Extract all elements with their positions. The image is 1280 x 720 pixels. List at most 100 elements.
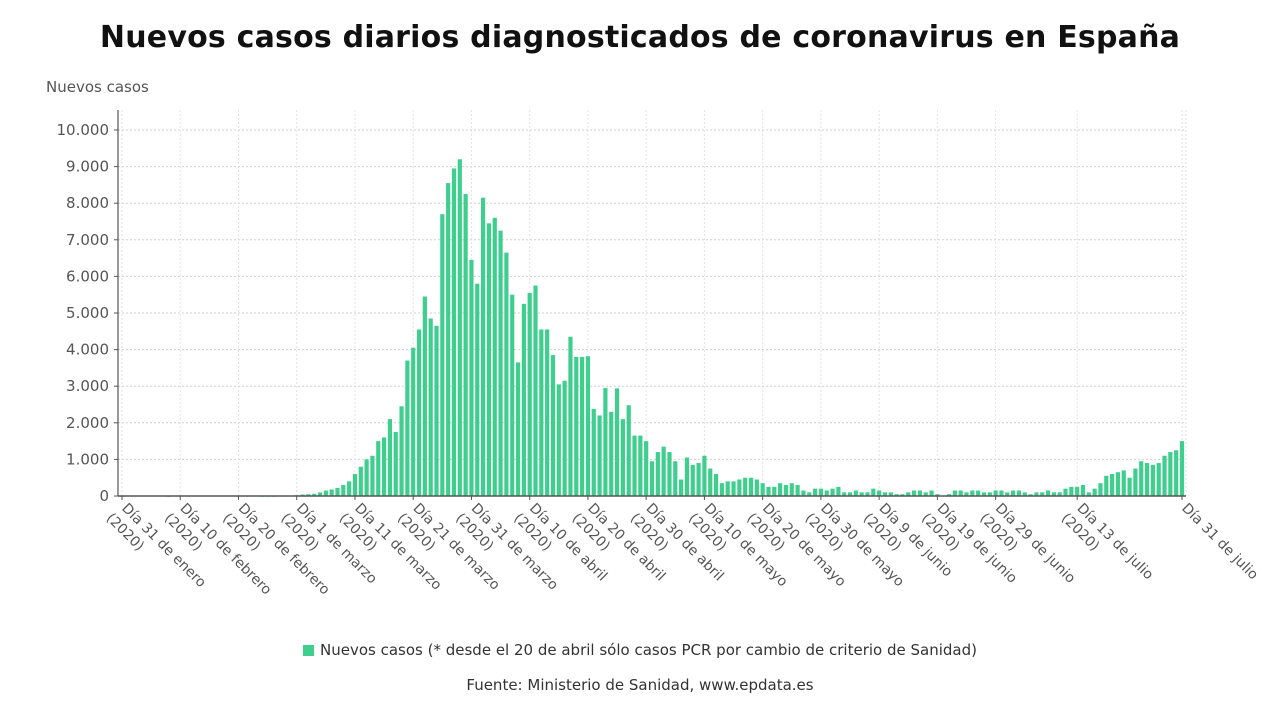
bar <box>352 474 358 496</box>
bar <box>638 435 643 496</box>
bar <box>1174 450 1179 496</box>
bar <box>347 481 352 496</box>
bar <box>521 303 526 496</box>
bar <box>1063 488 1068 496</box>
bar <box>434 325 439 496</box>
bar <box>585 356 591 496</box>
bar <box>702 455 707 496</box>
bar <box>877 490 882 496</box>
bar <box>853 490 858 496</box>
bar <box>481 197 486 496</box>
bar <box>1144 463 1150 496</box>
bar <box>1028 494 1033 496</box>
bar <box>1092 488 1097 496</box>
bar <box>673 461 678 496</box>
bar <box>591 408 596 496</box>
bar <box>1168 452 1173 496</box>
bar <box>888 492 893 496</box>
bar <box>1075 486 1080 496</box>
legend: Nuevos casos (* desde el 20 de abril sól… <box>0 641 1280 659</box>
bar <box>527 292 532 496</box>
bar <box>911 490 917 496</box>
y-tick-label: 0 <box>99 487 109 505</box>
bar <box>981 492 987 496</box>
bar <box>603 388 608 496</box>
bar <box>778 483 783 496</box>
bar <box>446 183 451 496</box>
bar <box>550 355 556 496</box>
bar <box>1104 475 1109 496</box>
bar <box>754 479 759 496</box>
bar <box>317 492 323 496</box>
bar <box>1045 490 1051 496</box>
bar <box>1133 468 1138 496</box>
bar <box>1098 483 1103 496</box>
bar <box>300 494 305 496</box>
bar <box>498 230 503 496</box>
bar <box>655 452 660 496</box>
bar <box>341 485 346 496</box>
bar <box>381 437 387 496</box>
bar <box>719 483 724 496</box>
bar <box>1156 463 1161 496</box>
bar <box>1051 492 1056 496</box>
bar <box>1086 492 1091 496</box>
bar <box>946 494 952 496</box>
bar <box>842 492 847 496</box>
bar <box>882 492 888 496</box>
y-tick-label: 9.000 <box>66 158 109 176</box>
bar <box>859 492 864 496</box>
bar <box>405 360 410 496</box>
y-tick-label: 6.000 <box>66 267 109 285</box>
bar <box>807 492 812 496</box>
bar <box>626 405 631 496</box>
bar <box>597 415 602 496</box>
bar <box>667 452 672 496</box>
bar <box>422 296 427 496</box>
bar <box>614 388 620 496</box>
bar <box>644 441 649 496</box>
y-tick-label: 7.000 <box>66 231 109 249</box>
bar <box>556 384 561 496</box>
bar <box>661 446 666 496</box>
bar <box>1005 492 1010 496</box>
bar <box>1110 474 1115 496</box>
bar <box>748 477 754 496</box>
bar <box>649 461 655 496</box>
x-tick-label: Día 31 de julio <box>1178 500 1261 583</box>
source-note: Fuente: Ministerio de Sanidad, www.epdat… <box>466 676 814 694</box>
bar <box>1016 490 1022 496</box>
y-tick-label: 4.000 <box>66 341 109 359</box>
bar <box>1057 492 1062 496</box>
bar <box>952 490 957 496</box>
bar <box>743 477 748 496</box>
bar <box>364 459 369 496</box>
bar <box>993 490 998 496</box>
y-tick-label: 8.000 <box>66 194 109 212</box>
bar <box>306 494 311 496</box>
y-tick-label: 10.000 <box>57 121 110 139</box>
bar <box>533 285 538 496</box>
bar <box>486 223 492 496</box>
y-axis-label: Nuevos casos <box>46 78 149 96</box>
bar <box>580 356 585 496</box>
bar <box>335 487 340 496</box>
bar <box>690 464 695 496</box>
bar <box>475 283 480 496</box>
y-tick-label: 2.000 <box>66 414 109 432</box>
bar <box>713 474 719 496</box>
bar <box>772 486 777 496</box>
bar <box>847 492 853 496</box>
bar <box>1121 470 1126 496</box>
bar <box>323 490 328 496</box>
bar <box>399 406 404 496</box>
bar <box>766 486 771 496</box>
y-tick-label: 1.000 <box>66 450 109 468</box>
bar <box>457 159 462 496</box>
svg-text:Día 31 de julio: Día 31 de julio <box>1178 500 1261 583</box>
bar <box>725 481 730 496</box>
bar <box>1115 472 1121 496</box>
bar <box>451 168 457 496</box>
bar <box>1040 492 1045 496</box>
